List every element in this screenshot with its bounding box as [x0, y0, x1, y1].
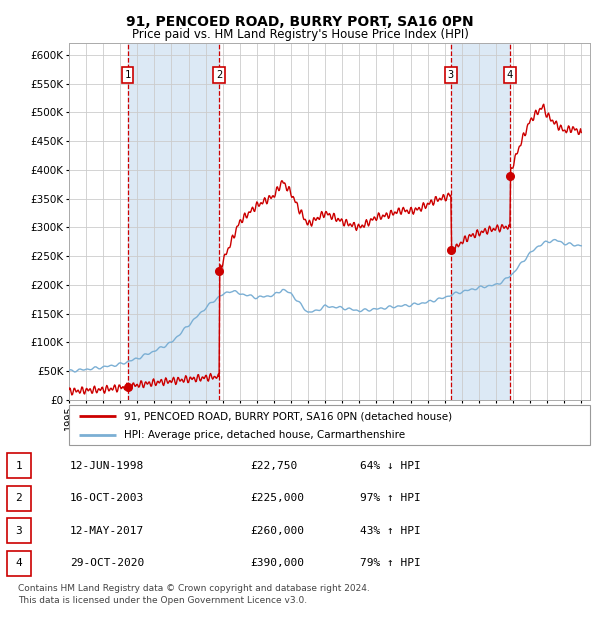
Text: 97% ↑ HPI: 97% ↑ HPI — [360, 494, 421, 503]
Text: 3: 3 — [448, 70, 454, 80]
Text: 3: 3 — [16, 526, 22, 536]
Text: 64% ↓ HPI: 64% ↓ HPI — [360, 461, 421, 471]
Text: £225,000: £225,000 — [250, 494, 304, 503]
Bar — [451, 43, 510, 400]
FancyBboxPatch shape — [7, 486, 31, 511]
Text: 2: 2 — [216, 70, 222, 80]
Bar — [128, 43, 219, 400]
Text: This data is licensed under the Open Government Licence v3.0.: This data is licensed under the Open Gov… — [18, 596, 307, 606]
Text: 12-MAY-2017: 12-MAY-2017 — [70, 526, 144, 536]
Text: 1: 1 — [125, 70, 131, 80]
Text: 43% ↑ HPI: 43% ↑ HPI — [360, 526, 421, 536]
Text: 29-OCT-2020: 29-OCT-2020 — [70, 559, 144, 569]
FancyBboxPatch shape — [7, 518, 31, 543]
Text: 16-OCT-2003: 16-OCT-2003 — [70, 494, 144, 503]
Text: £390,000: £390,000 — [250, 559, 304, 569]
Text: 1: 1 — [16, 461, 22, 471]
Text: 91, PENCOED ROAD, BURRY PORT, SA16 0PN: 91, PENCOED ROAD, BURRY PORT, SA16 0PN — [126, 16, 474, 30]
FancyBboxPatch shape — [7, 551, 31, 576]
FancyBboxPatch shape — [69, 405, 590, 445]
Text: Contains HM Land Registry data © Crown copyright and database right 2024.: Contains HM Land Registry data © Crown c… — [18, 584, 370, 593]
Text: £260,000: £260,000 — [250, 526, 304, 536]
Text: 4: 4 — [507, 70, 513, 80]
Text: Price paid vs. HM Land Registry's House Price Index (HPI): Price paid vs. HM Land Registry's House … — [131, 28, 469, 41]
Text: 79% ↑ HPI: 79% ↑ HPI — [360, 559, 421, 569]
FancyBboxPatch shape — [7, 453, 31, 478]
Text: 2: 2 — [16, 494, 22, 503]
Text: 12-JUN-1998: 12-JUN-1998 — [70, 461, 144, 471]
Text: 91, PENCOED ROAD, BURRY PORT, SA16 0PN (detached house): 91, PENCOED ROAD, BURRY PORT, SA16 0PN (… — [124, 412, 452, 422]
Text: £22,750: £22,750 — [250, 461, 297, 471]
Text: 4: 4 — [16, 559, 22, 569]
Text: HPI: Average price, detached house, Carmarthenshire: HPI: Average price, detached house, Carm… — [124, 430, 405, 440]
